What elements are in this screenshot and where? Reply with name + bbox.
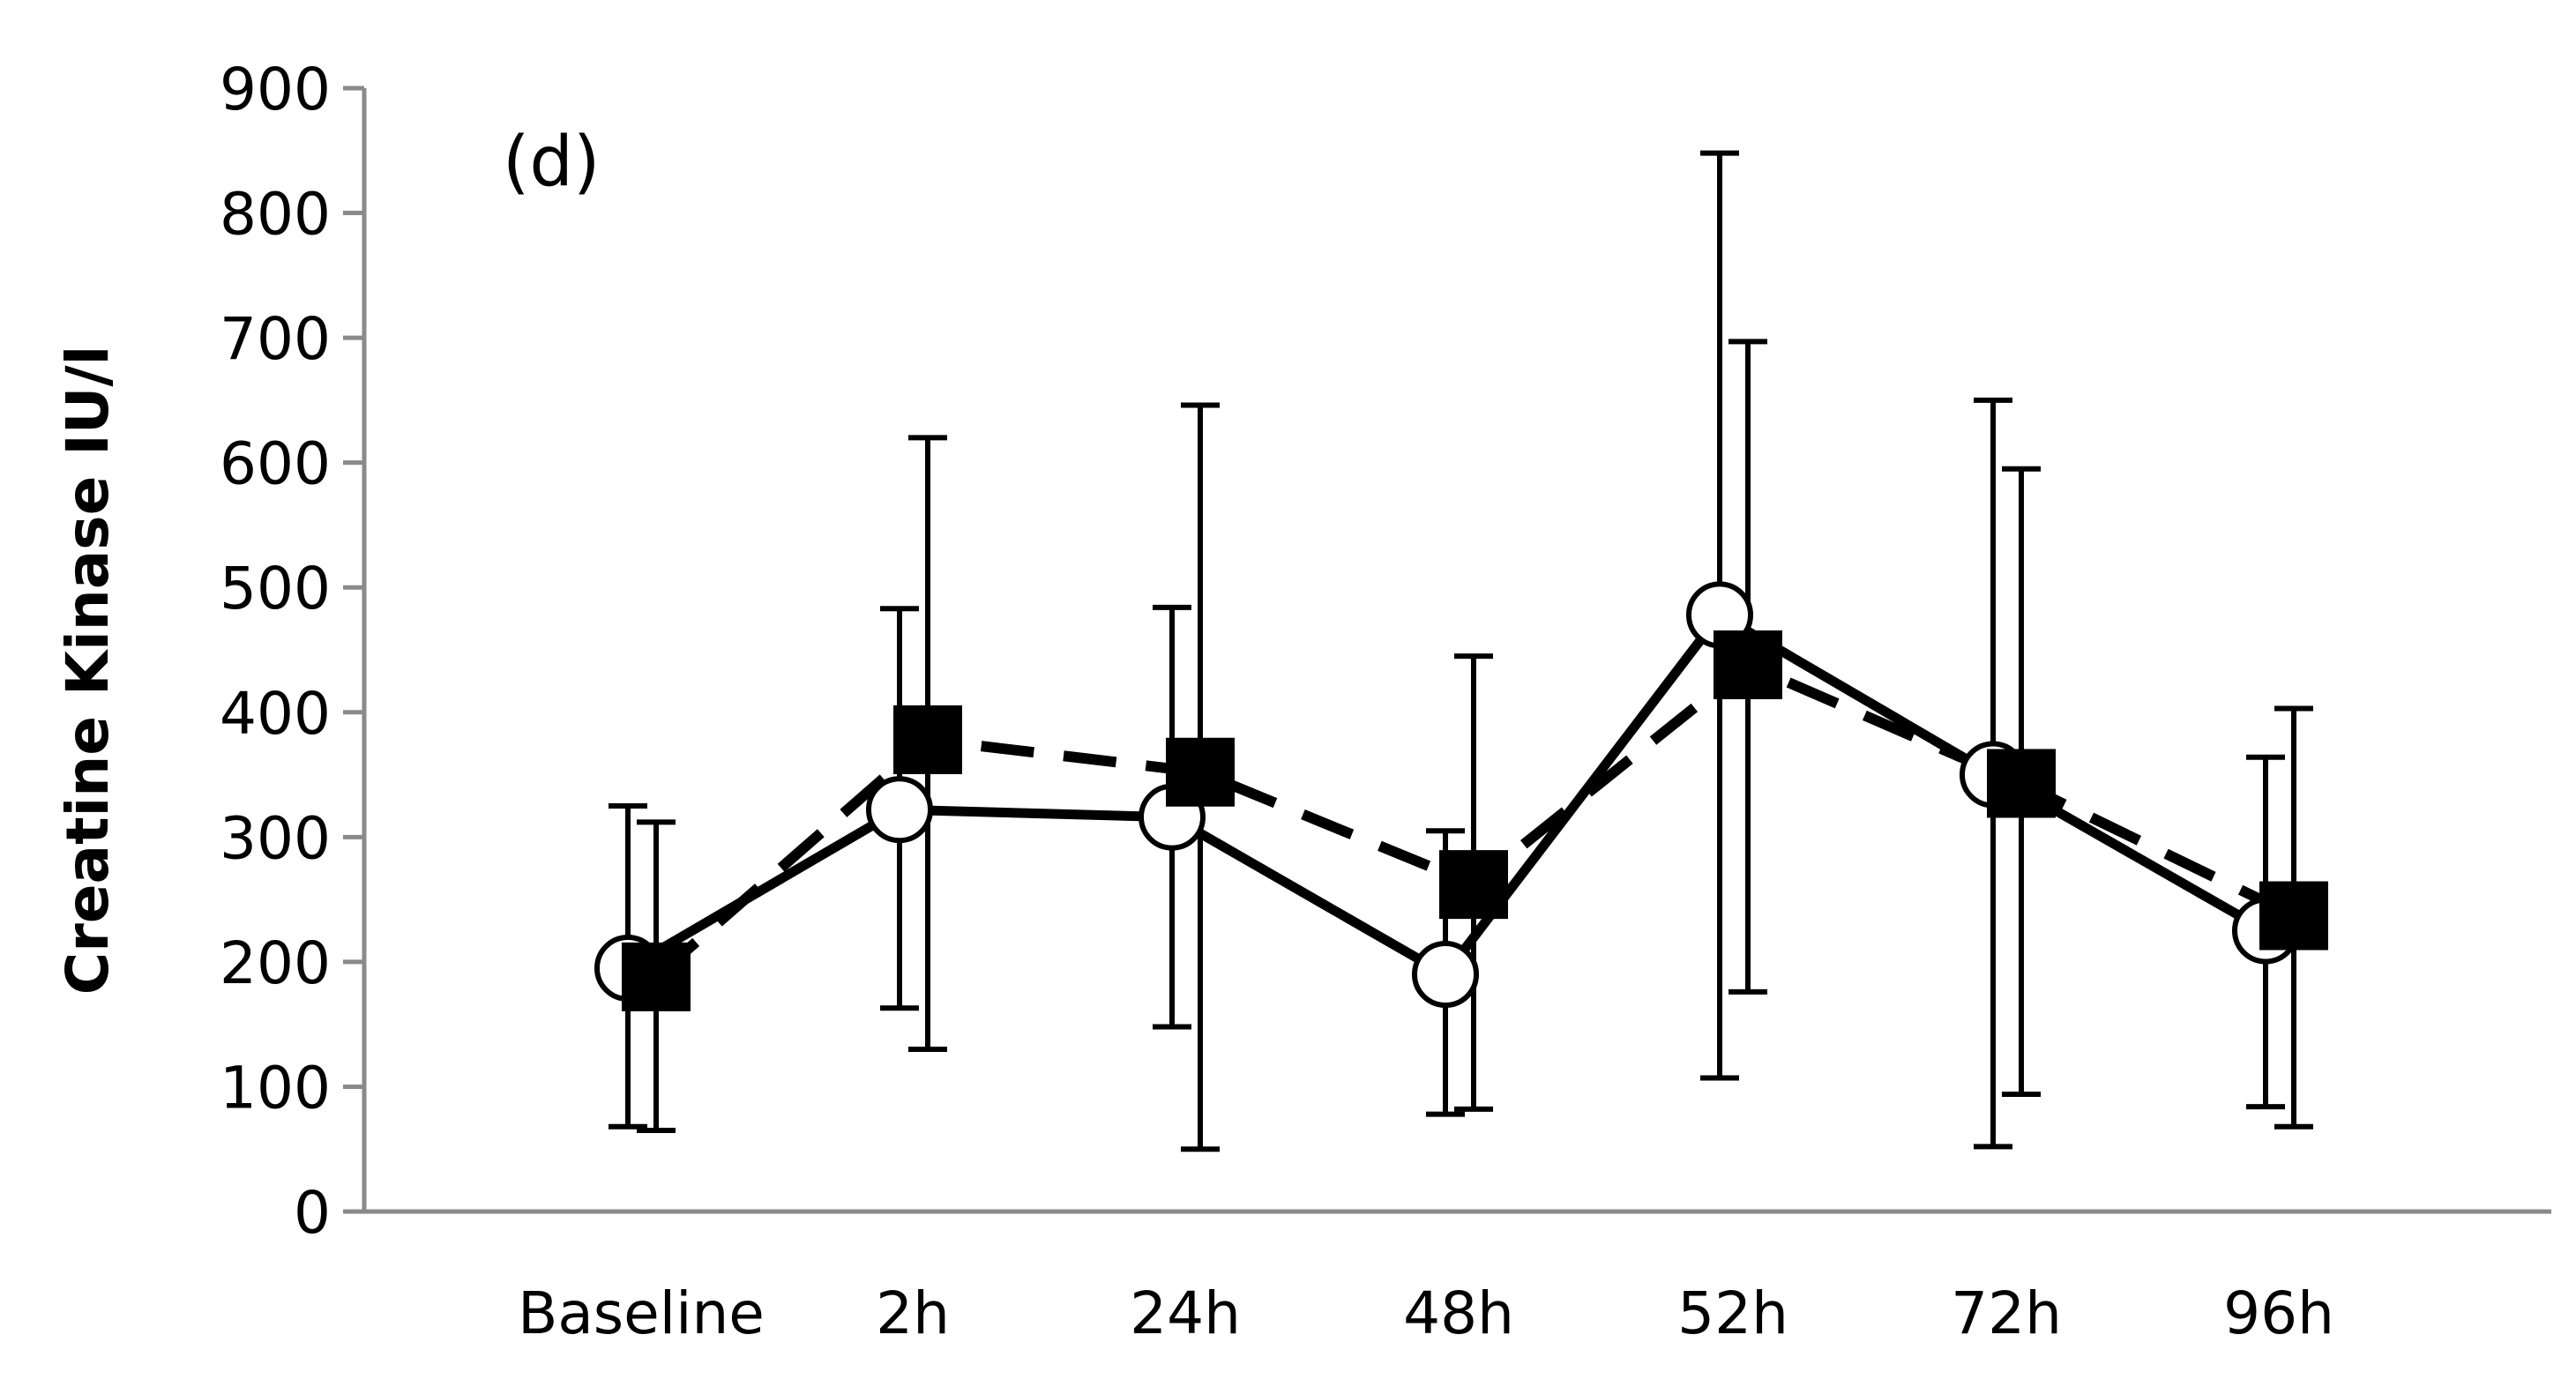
data-point-square [1439, 850, 1508, 920]
y-tick-label: 500 [220, 555, 331, 623]
data-point-square [893, 705, 962, 774]
y-tick-label: 600 [220, 430, 331, 498]
y-tick-label: 200 [220, 929, 331, 997]
data-point-square [1714, 630, 1782, 699]
y-tick-label: 100 [220, 1054, 331, 1122]
data-point-square [2259, 881, 2328, 951]
y-tick-label: 700 [220, 305, 331, 373]
x-tick-label: 52h [1677, 1279, 1788, 1347]
y-axis-title: Creatine Kinase IU/l [54, 346, 122, 995]
y-tick-label: 800 [220, 181, 331, 249]
x-tick-label: 24h [1130, 1279, 1241, 1347]
data-point-square [1987, 749, 2056, 818]
x-tick-label: 96h [2223, 1279, 2334, 1347]
panel-label: (d) [503, 123, 600, 202]
y-tick-label: 300 [220, 804, 331, 872]
data-point-square [622, 942, 691, 1011]
x-tick-label: 72h [1951, 1279, 2062, 1347]
y-tick-label: 0 [294, 1179, 331, 1247]
axes: 0 100 200 300 400 500 600 700 800 900 Baseline 2h 24… [220, 56, 2551, 1347]
x-tick-label: 2h [876, 1279, 950, 1347]
data-point-circle [1412, 941, 1479, 1009]
data-point-square [1166, 737, 1235, 807]
y-tick-label: 400 [220, 680, 331, 748]
x-tick-label: 48h [1403, 1279, 1514, 1347]
plot-area [594, 150, 2328, 1152]
y-tick-label: 900 [220, 56, 331, 123]
x-tick-label: Baseline [518, 1279, 765, 1347]
data-point-circle [866, 776, 933, 844]
